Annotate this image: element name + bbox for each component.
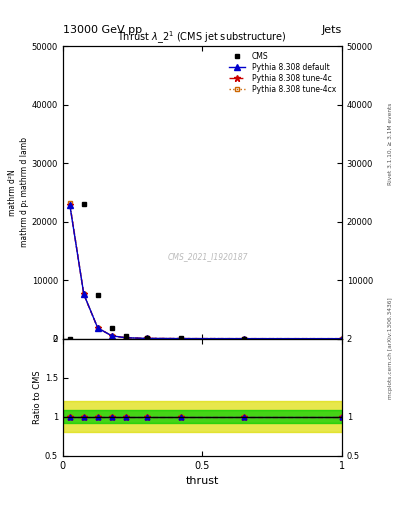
Legend: CMS, Pythia 8.308 default, Pythia 8.308 tune-4c, Pythia 8.308 tune-4cx: CMS, Pythia 8.308 default, Pythia 8.308 … (226, 50, 338, 96)
CMS (68, 335, 72, 342)
CMS (95, 292, 100, 298)
Line: CMS: CMS (68, 202, 247, 341)
Pythia 8.308 tune-4c (95, 325, 100, 331)
Text: Jets: Jets (321, 25, 342, 35)
Pythia 8.308 tune-4c (123, 335, 128, 341)
CMS (123, 333, 128, 339)
Line: Pythia 8.308 tune-4cx: Pythia 8.308 tune-4cx (68, 201, 344, 341)
Pythia 8.308 default (340, 335, 344, 342)
CMS (81, 201, 86, 207)
Pythia 8.308 tune-4cx (242, 335, 247, 342)
Pythia 8.308 tune-4cx (68, 200, 72, 206)
Pythia 8.308 default (144, 335, 149, 342)
Line: Pythia 8.308 default: Pythia 8.308 default (67, 202, 345, 342)
Pythia 8.308 default (109, 333, 114, 339)
Pythia 8.308 tune-4c (179, 335, 184, 342)
Pythia 8.308 default (81, 291, 86, 297)
Y-axis label: Ratio to CMS: Ratio to CMS (33, 370, 42, 424)
CMS (144, 335, 149, 341)
Pythia 8.308 tune-4cx (81, 291, 86, 297)
Title: Thrust $\lambda\_2^1$ (CMS jet substructure): Thrust $\lambda\_2^1$ (CMS jet substruct… (118, 30, 287, 46)
Pythia 8.308 default (95, 325, 100, 331)
Y-axis label: mathrm d²N
mathrm d p₁ mathrm d lamb: mathrm d²N mathrm d p₁ mathrm d lamb (8, 137, 29, 247)
Text: CMS_2021_I1920187: CMS_2021_I1920187 (168, 252, 248, 261)
X-axis label: thrust: thrust (186, 476, 219, 486)
Pythia 8.308 tune-4cx (123, 335, 128, 341)
Pythia 8.308 tune-4cx (95, 325, 100, 331)
Pythia 8.308 tune-4c (68, 202, 72, 208)
Pythia 8.308 tune-4c (144, 335, 149, 342)
CMS (242, 335, 247, 342)
Pythia 8.308 default (123, 335, 128, 341)
Pythia 8.308 default (242, 335, 247, 342)
Pythia 8.308 tune-4c (242, 335, 247, 342)
CMS (109, 325, 114, 331)
Line: Pythia 8.308 tune-4c: Pythia 8.308 tune-4c (66, 201, 345, 342)
Pythia 8.308 tune-4c (81, 291, 86, 297)
Pythia 8.308 tune-4cx (144, 335, 149, 342)
Pythia 8.308 tune-4cx (340, 335, 344, 342)
Pythia 8.308 tune-4cx (109, 333, 114, 339)
Pythia 8.308 tune-4c (109, 333, 114, 339)
Pythia 8.308 default (68, 202, 72, 208)
Pythia 8.308 tune-4cx (179, 335, 184, 342)
Text: 13000 GeV pp: 13000 GeV pp (63, 25, 142, 35)
Text: mcplots.cern.ch [arXiv:1306.3436]: mcplots.cern.ch [arXiv:1306.3436] (388, 297, 393, 399)
Pythia 8.308 default (179, 335, 184, 342)
CMS (179, 335, 184, 342)
Pythia 8.308 tune-4c (340, 335, 344, 342)
Text: Rivet 3.1.10, ≥ 3.1M events: Rivet 3.1.10, ≥ 3.1M events (388, 102, 393, 184)
